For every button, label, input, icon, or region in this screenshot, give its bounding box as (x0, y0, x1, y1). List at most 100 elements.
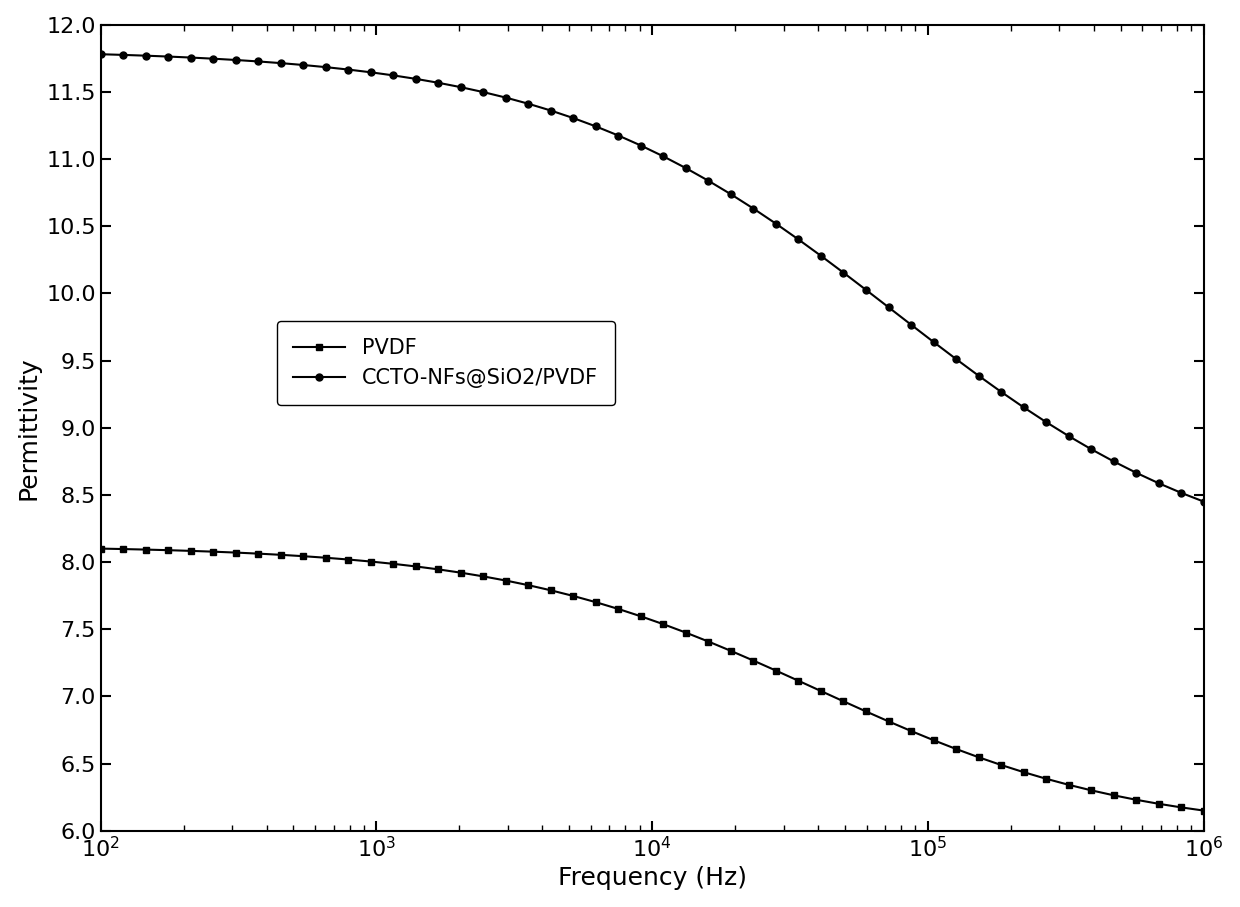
CCTO-NFs@SiO2/PVDF (656, 151, 671, 161)
CCTO-NFs@SiO2/PVDF (454, 82, 469, 93)
Line: PVDF: PVDF (97, 545, 1207, 814)
PVDF (565, 590, 580, 601)
CCTO-NFs@SiO2/PVDF (521, 98, 536, 109)
PVDF (341, 554, 356, 565)
CCTO-NFs@SiO2/PVDF (1151, 478, 1166, 489)
CCTO-NFs@SiO2/PVDF (161, 51, 176, 62)
CCTO-NFs@SiO2/PVDF (341, 64, 356, 75)
CCTO-NFs@SiO2/PVDF (836, 268, 851, 278)
PVDF (476, 571, 491, 581)
PVDF (746, 655, 761, 666)
PVDF (273, 550, 288, 561)
CCTO-NFs@SiO2/PVDF (139, 50, 154, 61)
PVDF (363, 556, 378, 567)
CCTO-NFs@SiO2/PVDF (543, 105, 558, 116)
CCTO-NFs@SiO2/PVDF (723, 189, 738, 200)
PVDF (543, 585, 558, 596)
CCTO-NFs@SiO2/PVDF (971, 370, 986, 381)
PVDF (206, 546, 221, 557)
CCTO-NFs@SiO2/PVDF (678, 162, 693, 173)
CCTO-NFs@SiO2/PVDF (93, 49, 108, 60)
PVDF (769, 665, 784, 676)
CCTO-NFs@SiO2/PVDF (993, 386, 1008, 397)
CCTO-NFs@SiO2/PVDF (949, 354, 963, 365)
Line: CCTO-NFs@SiO2/PVDF: CCTO-NFs@SiO2/PVDF (97, 51, 1207, 505)
CCTO-NFs@SiO2/PVDF (1174, 487, 1189, 498)
CCTO-NFs@SiO2/PVDF (634, 140, 649, 151)
PVDF (296, 551, 311, 561)
CCTO-NFs@SiO2/PVDF (206, 54, 221, 64)
CCTO-NFs@SiO2/PVDF (250, 56, 265, 67)
PVDF (93, 543, 108, 554)
PVDF (1151, 798, 1166, 809)
PVDF (656, 619, 671, 629)
CCTO-NFs@SiO2/PVDF (498, 93, 513, 103)
CCTO-NFs@SiO2/PVDF (858, 285, 873, 296)
CCTO-NFs@SiO2/PVDF (476, 87, 491, 98)
PVDF (678, 628, 693, 639)
CCTO-NFs@SiO2/PVDF (589, 121, 604, 132)
PVDF (1039, 774, 1054, 785)
CCTO-NFs@SiO2/PVDF (813, 250, 828, 261)
CCTO-NFs@SiO2/PVDF (904, 319, 919, 330)
CCTO-NFs@SiO2/PVDF (611, 130, 626, 141)
PVDF (723, 646, 738, 657)
CCTO-NFs@SiO2/PVDF (791, 234, 806, 245)
CCTO-NFs@SiO2/PVDF (184, 52, 198, 63)
PVDF (949, 744, 963, 755)
PVDF (836, 696, 851, 707)
CCTO-NFs@SiO2/PVDF (701, 175, 715, 186)
PVDF (408, 561, 423, 572)
PVDF (250, 548, 265, 559)
PVDF (993, 759, 1008, 770)
CCTO-NFs@SiO2/PVDF (273, 58, 288, 69)
CCTO-NFs@SiO2/PVDF (1016, 402, 1030, 413)
CCTO-NFs@SiO2/PVDF (1197, 496, 1211, 507)
CCTO-NFs@SiO2/PVDF (882, 302, 897, 313)
CCTO-NFs@SiO2/PVDF (363, 67, 378, 78)
CCTO-NFs@SiO2/PVDF (926, 336, 941, 347)
PVDF (1106, 790, 1121, 801)
PVDF (454, 567, 469, 578)
PVDF (228, 547, 243, 558)
CCTO-NFs@SiO2/PVDF (430, 77, 445, 88)
PVDF (701, 636, 715, 647)
PVDF (791, 676, 806, 687)
PVDF (521, 580, 536, 590)
PVDF (115, 543, 130, 554)
CCTO-NFs@SiO2/PVDF (319, 62, 334, 73)
PVDF (386, 559, 401, 570)
CCTO-NFs@SiO2/PVDF (386, 70, 401, 81)
CCTO-NFs@SiO2/PVDF (1084, 444, 1099, 454)
Legend: PVDF, CCTO-NFs@SiO2/PVDF: PVDF, CCTO-NFs@SiO2/PVDF (277, 321, 615, 405)
PVDF (1128, 795, 1143, 805)
PVDF (139, 544, 154, 555)
PVDF (1084, 785, 1099, 795)
PVDF (319, 552, 334, 563)
PVDF (1174, 802, 1189, 813)
PVDF (904, 726, 919, 736)
PVDF (971, 752, 986, 763)
CCTO-NFs@SiO2/PVDF (296, 60, 311, 71)
X-axis label: Frequency (Hz): Frequency (Hz) (558, 866, 746, 891)
PVDF (1197, 805, 1211, 816)
PVDF (430, 564, 445, 575)
CCTO-NFs@SiO2/PVDF (1039, 416, 1054, 427)
PVDF (1016, 766, 1030, 777)
PVDF (498, 575, 513, 586)
CCTO-NFs@SiO2/PVDF (769, 219, 784, 229)
PVDF (634, 611, 649, 622)
CCTO-NFs@SiO2/PVDF (228, 54, 243, 65)
PVDF (882, 716, 897, 727)
PVDF (858, 706, 873, 717)
PVDF (184, 545, 198, 556)
CCTO-NFs@SiO2/PVDF (1061, 431, 1076, 442)
CCTO-NFs@SiO2/PVDF (1128, 467, 1143, 478)
PVDF (926, 735, 941, 746)
CCTO-NFs@SiO2/PVDF (565, 112, 580, 123)
PVDF (161, 545, 176, 556)
PVDF (813, 686, 828, 697)
CCTO-NFs@SiO2/PVDF (115, 50, 130, 61)
PVDF (611, 603, 626, 614)
PVDF (589, 597, 604, 608)
